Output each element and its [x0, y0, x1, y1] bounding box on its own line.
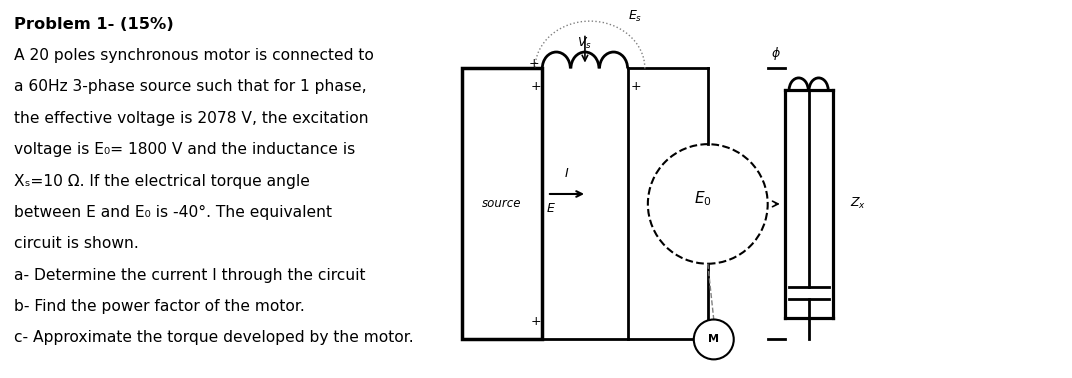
- Text: between E and E₀ is -40°. The equivalent: between E and E₀ is -40°. The equivalent: [14, 205, 331, 220]
- Text: Xₛ=10 Ω. If the electrical torque angle: Xₛ=10 Ω. If the electrical torque angle: [14, 174, 310, 189]
- Text: c- Approximate the torque developed by the motor.: c- Approximate the torque developed by t…: [14, 330, 414, 345]
- Text: Problem 1- (15%): Problem 1- (15%): [14, 17, 174, 32]
- Text: $\phi$: $\phi$: [771, 45, 781, 62]
- Text: +: +: [531, 80, 541, 93]
- Text: $Z_x$: $Z_x$: [850, 197, 866, 212]
- Text: +: +: [630, 80, 641, 93]
- Text: a 60Hz 3-phase source such that for 1 phase,: a 60Hz 3-phase source such that for 1 ph…: [14, 79, 367, 94]
- Text: a- Determine the current I through the circuit: a- Determine the current I through the c…: [14, 268, 366, 283]
- Text: I: I: [565, 167, 569, 180]
- Text: +: +: [531, 315, 541, 328]
- Circle shape: [647, 144, 768, 264]
- Bar: [462, 68, 542, 339]
- Text: source: source: [482, 197, 522, 211]
- Text: $E_s$: $E_s$: [628, 9, 642, 24]
- Text: voltage is E₀= 1800 V and the inductance is: voltage is E₀= 1800 V and the inductance…: [14, 142, 355, 157]
- Text: A 20 poles synchronous motor is connected to: A 20 poles synchronous motor is connecte…: [14, 48, 373, 63]
- Text: $E_0$: $E_0$: [694, 190, 712, 208]
- Text: circuit is shown.: circuit is shown.: [14, 236, 138, 251]
- Text: the effective voltage is 2078 V, the excitation: the effective voltage is 2078 V, the exc…: [14, 111, 369, 126]
- Circle shape: [694, 319, 733, 359]
- Text: b- Find the power factor of the motor.: b- Find the power factor of the motor.: [14, 299, 304, 314]
- Text: M: M: [709, 335, 719, 344]
- Text: $V_s$: $V_s$: [578, 36, 593, 51]
- Text: E: E: [547, 203, 555, 215]
- Text: +: +: [528, 57, 539, 70]
